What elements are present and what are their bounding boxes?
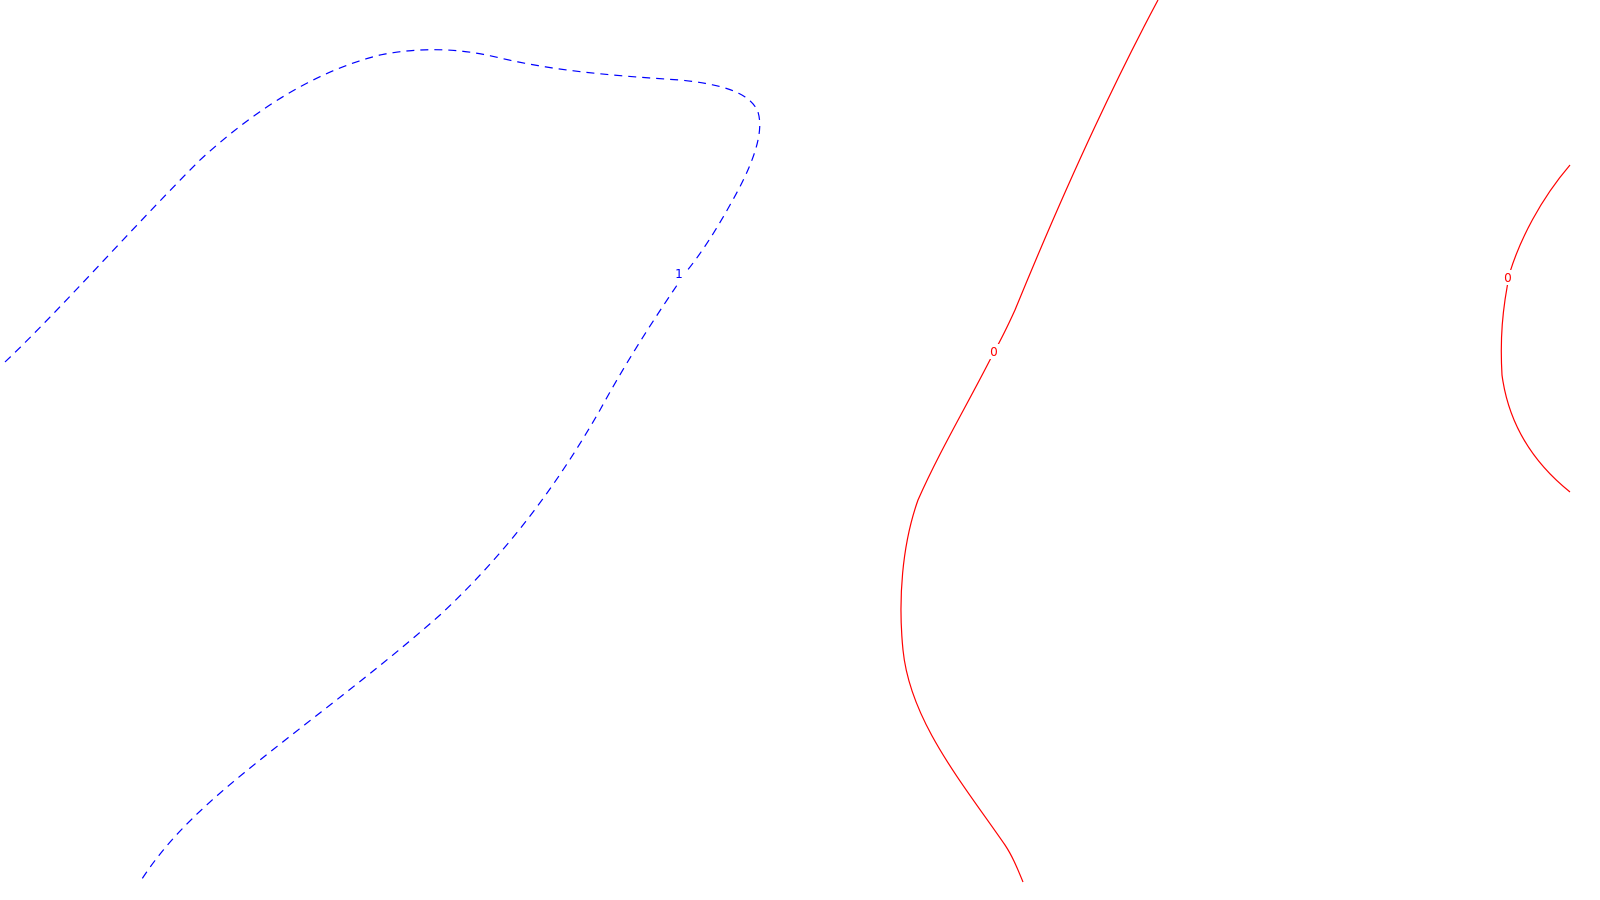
contour-label-level-0: 0: [1504, 271, 1512, 285]
contour-label-level-0: 0: [990, 345, 998, 359]
contour-line-level-1: [4, 49, 761, 883]
contour-line-level-0-right: [1500, 164, 1571, 493]
contour-label-backdrop: [1502, 270, 1514, 285]
contour-label-level-1: 1: [675, 267, 683, 281]
contour-label-backdrop: [988, 344, 1000, 359]
contour-line-level-0-center: [900, 0, 1159, 883]
contour-label-backdrop: [673, 266, 685, 281]
